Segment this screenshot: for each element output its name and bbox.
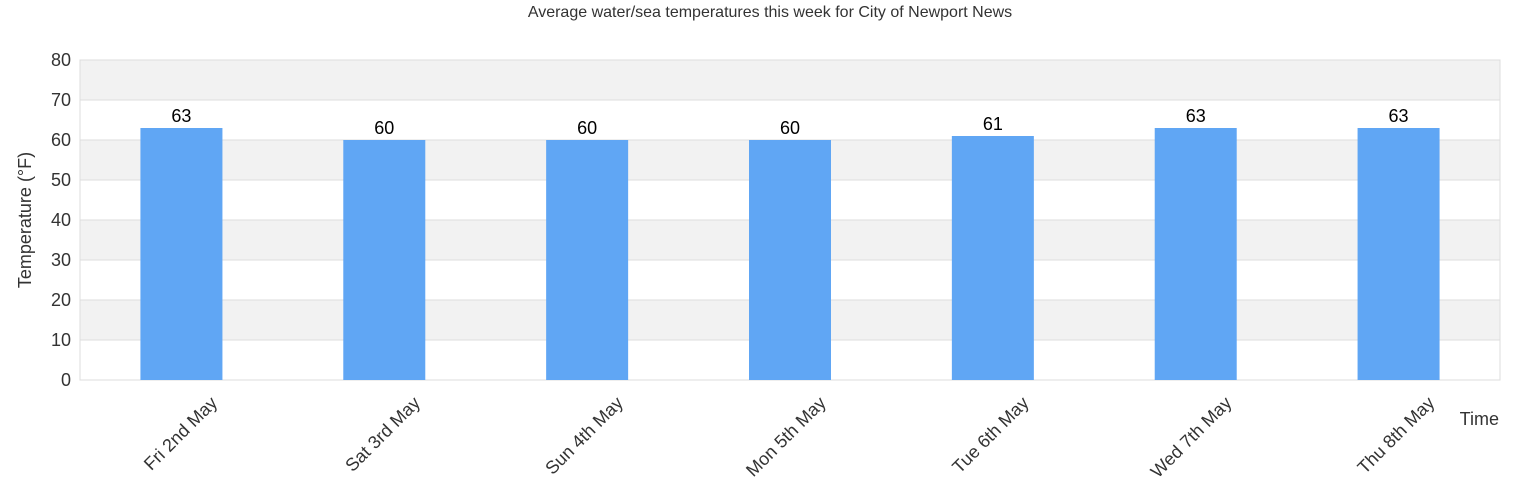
x-axis-ticks: Fri 2nd May Sat 3rd May Sun 4th May Mon 5th…	[140, 393, 1438, 482]
bar	[951, 136, 1034, 380]
y-tick-label: 40	[51, 210, 71, 230]
data-label: 60	[374, 118, 394, 138]
data-label: 63	[1389, 106, 1409, 126]
data-label: 61	[983, 114, 1003, 134]
x-tick-label: Wed 7th May	[1147, 393, 1236, 482]
y-tick-label: 70	[51, 90, 71, 110]
grid-band	[80, 60, 1500, 100]
x-tick-label: Tue 6th May	[948, 393, 1032, 477]
y-tick-label: 10	[51, 330, 71, 350]
y-tick-label: 30	[51, 250, 71, 270]
y-axis-title: Temperature (°F)	[15, 152, 35, 288]
bar	[343, 140, 426, 380]
bar	[140, 128, 223, 380]
y-tick-label: 50	[51, 170, 71, 190]
bar	[1154, 128, 1237, 380]
data-label: 63	[171, 106, 191, 126]
y-tick-label: 80	[51, 50, 71, 70]
x-tick-label: Thu 8th May	[1354, 393, 1439, 478]
x-tick-label: Fri 2nd May	[140, 393, 221, 474]
y-tick-label: 0	[61, 370, 71, 390]
data-labels: 63 60 60 60 61 63 63	[171, 106, 1408, 138]
data-label: 60	[577, 118, 597, 138]
x-axis-title: Time	[1460, 409, 1499, 429]
data-label: 63	[1186, 106, 1206, 126]
bar	[749, 140, 831, 380]
chart-title: Average water/sea temperatures this week…	[528, 4, 1012, 21]
data-label: 60	[780, 118, 800, 138]
x-tick-label: Mon 5th May	[742, 393, 830, 481]
y-axis-ticks: 0 10 20 30 40 50 60 70 80	[51, 50, 71, 390]
bar	[1357, 128, 1440, 380]
x-tick-label: Sat 3rd May	[341, 393, 424, 476]
bar	[546, 140, 629, 380]
bars	[140, 128, 1440, 380]
x-tick-label: Sun 4th May	[541, 393, 627, 479]
y-tick-label: 60	[51, 130, 71, 150]
y-tick-label: 20	[51, 290, 71, 310]
